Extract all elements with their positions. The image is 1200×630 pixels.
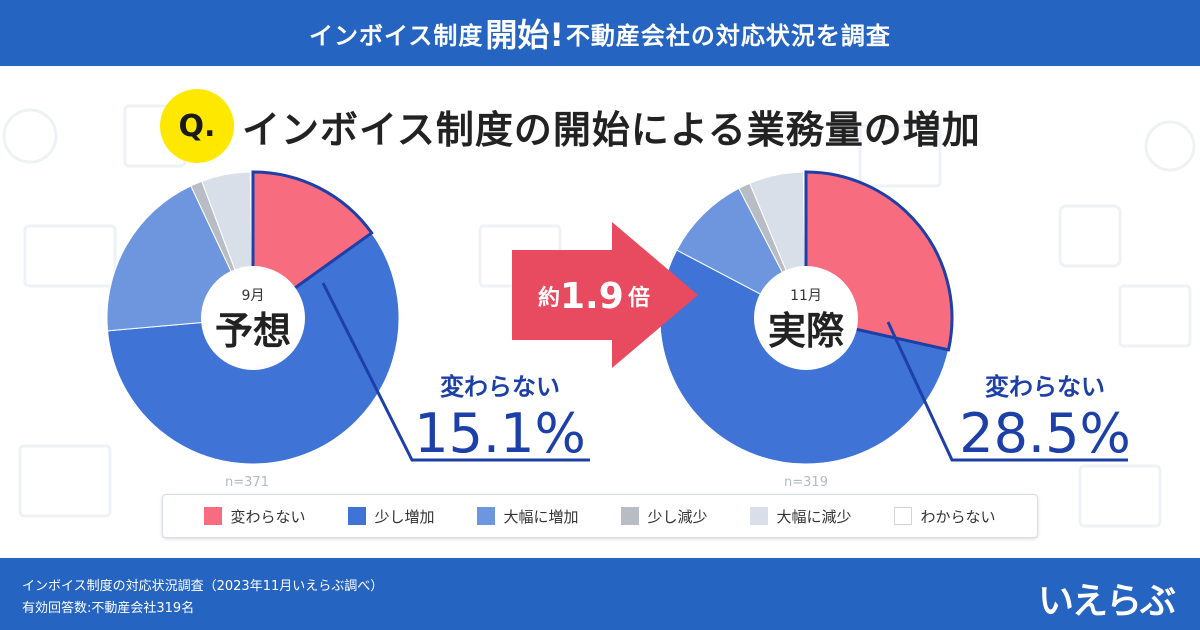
legend-item-large-decrease: 大幅に減少 <box>750 506 851 527</box>
legend-swatch <box>477 507 495 525</box>
actual-highlight-label: 変わらない <box>985 373 1105 401</box>
legend-label: 少し増加 <box>374 506 434 527</box>
pie-forecast-title: 予想 <box>215 309 291 353</box>
forecast-highlight-value: 15.1% <box>414 402 586 465</box>
footer-sample-size: 有効回答数:不動産会社319名 <box>22 597 194 616</box>
legend-swatch <box>621 507 639 525</box>
legend-item-no-change: 変わらない <box>204 506 305 527</box>
legend-swatch <box>894 507 912 525</box>
brand-logo: いえらぶ <box>1038 572 1174 624</box>
legend-label: わからない <box>920 506 995 527</box>
legend-swatch <box>348 507 366 525</box>
legend-swatch <box>204 507 222 525</box>
actual-highlight-value: 28.5% <box>959 402 1131 465</box>
actual-n-label: n=319 <box>784 475 828 490</box>
legend-label: 少し減少 <box>647 506 707 527</box>
pie-actual-month: 11月 <box>790 288 822 304</box>
legend-label: 大幅に増加 <box>503 506 578 527</box>
arrow-suffix: 倍 <box>628 285 650 311</box>
pie-actual-title: 実際 <box>768 309 844 353</box>
legend-item-slight-decrease: 少し減少 <box>621 506 707 527</box>
footer-bar: インボイス制度の対応状況調査（2023年11月いえらぶ調べ） 有効回答数:不動産… <box>0 558 1200 630</box>
pie-forecast-month: 9月 <box>242 288 265 304</box>
legend: 変わらない 少し増加 大幅に増加 少し減少 大幅に減少 わからない <box>162 494 1038 538</box>
legend-label: 変わらない <box>230 506 305 527</box>
legend-swatch <box>750 507 768 525</box>
legend-item-large-increase: 大幅に増加 <box>477 506 578 527</box>
arrow-value: 1.9 <box>560 276 624 317</box>
legend-label: 大幅に減少 <box>776 506 851 527</box>
forecast-n-label: n=371 <box>225 475 269 490</box>
legend-item-slight-increase: 少し増加 <box>348 506 434 527</box>
footer-source: インボイス制度の対応状況調査（2023年11月いえらぶ調べ） <box>22 575 383 594</box>
legend-item-unknown: わからない <box>894 506 995 527</box>
forecast-highlight-label: 変わらない <box>440 373 560 401</box>
arrow-prefix: 約 <box>538 285 560 311</box>
